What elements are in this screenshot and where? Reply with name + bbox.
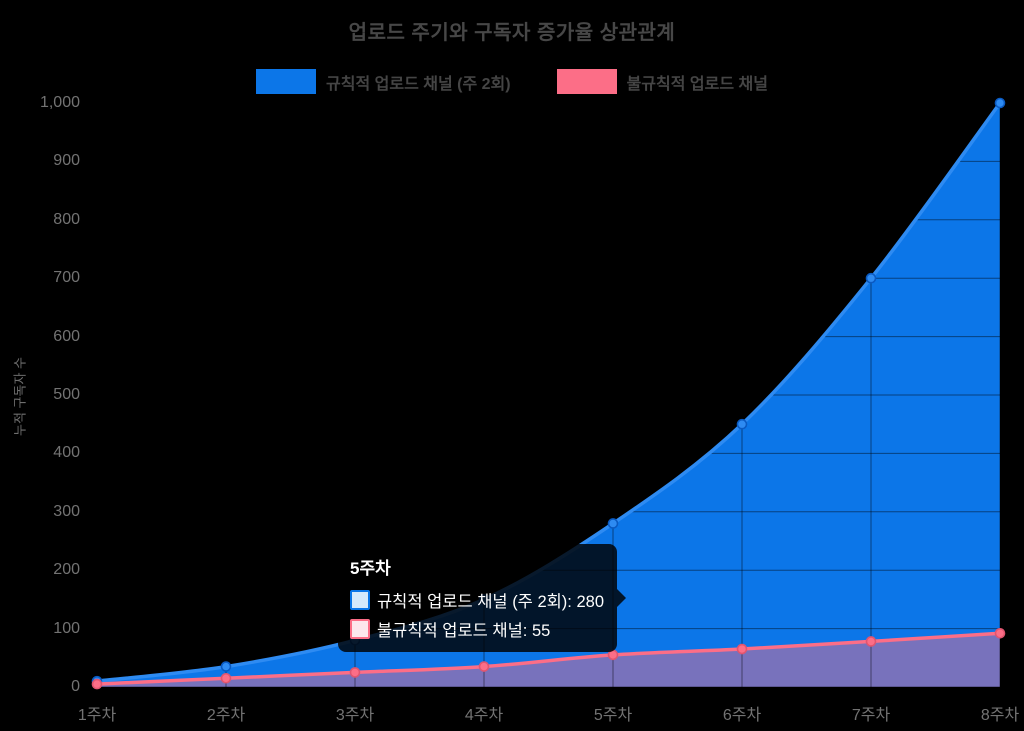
tooltip-caret-icon [617, 589, 627, 607]
point-irregular-1주차[interactable] [91, 678, 103, 690]
y-tick-label: 800 [53, 210, 80, 228]
y-tick-label: 200 [53, 561, 80, 579]
chart-title: 업로드 주기와 구독자 증가율 상관관계 [348, 22, 676, 44]
point-regular-5주차[interactable] [607, 518, 619, 529]
legend-label-irregular: 불규칙적 업로드 채널 [626, 75, 768, 93]
y-tick-label: 1,000 [39, 94, 80, 111]
legend-label-regular: 규칙적 업로드 채널 (주 2회) [326, 75, 511, 93]
x-tick-label: 1주차 [77, 707, 117, 724]
tooltip-swatch-regular-icon [350, 590, 370, 610]
point-irregular-7주차[interactable] [865, 636, 877, 647]
tooltip-swatch-irregular-icon [350, 619, 370, 639]
y-tick-label: 500 [53, 386, 80, 403]
area-regular [97, 103, 1000, 687]
legend-swatch-regular-icon [256, 69, 317, 94]
x-tick-label: 8주차 [980, 707, 1020, 724]
x-tick-label: 6주차 [722, 707, 762, 724]
tooltip-row-regular: 규칙적 업로드 채널 (주 2회): 280 [350, 588, 604, 612]
tooltip-title: 5주차 [350, 559, 391, 578]
legend: 규칙적 업로드 채널 (주 2회) 불규칙적 업로드 채널 [0, 69, 1024, 94]
legend-swatch-irregular-icon [556, 69, 617, 94]
y-tick-label: 900 [53, 152, 80, 170]
tooltip-text-irregular: 불규칙적 업로드 채널: 55 [377, 622, 551, 640]
point-regular-8주차[interactable] [994, 97, 1006, 109]
x-tick-label: 7주차 [851, 707, 891, 724]
x-tick-label: 2주차 [206, 707, 246, 724]
tooltip: 5주차 규칙적 업로드 채널 (주 2회): 280 불규칙적 업로드 채널: … [338, 544, 627, 652]
legend-item-irregular[interactable]: 불규칙적 업로드 채널 [556, 69, 768, 94]
point-irregular-3주차[interactable] [349, 667, 361, 678]
y-tick-label: 700 [53, 269, 80, 287]
x-tick-label: 5주차 [593, 707, 633, 724]
tooltip-text-regular: 규칙적 업로드 채널 (주 2회): 280 [377, 593, 605, 611]
y-tick-label: 300 [53, 502, 80, 520]
y-tick-label: 100 [53, 619, 80, 637]
legend-item-regular[interactable]: 규칙적 업로드 채널 (주 2회) [256, 69, 511, 94]
area-irregular [97, 633, 1000, 687]
x-tick-label: 3주차 [335, 707, 375, 724]
point-regular-2주차[interactable] [220, 661, 232, 672]
tooltip-row-irregular: 불규칙적 업로드 채널: 55 [350, 617, 604, 641]
x-tick-label: 4주차 [464, 707, 504, 724]
line-irregular [95, 631, 1002, 686]
point-regular-6주차[interactable] [736, 418, 748, 430]
point-irregular-6주차[interactable] [736, 643, 748, 655]
point-regular-7주차[interactable] [865, 272, 877, 284]
point-irregular-8주차[interactable] [994, 627, 1006, 639]
point-irregular-2주차[interactable] [220, 672, 232, 684]
point-irregular-4주차[interactable] [478, 661, 490, 672]
y-tick-label: 400 [53, 444, 80, 462]
y-tick-label: 600 [53, 327, 80, 345]
y-tick-label: 0 [71, 678, 80, 695]
